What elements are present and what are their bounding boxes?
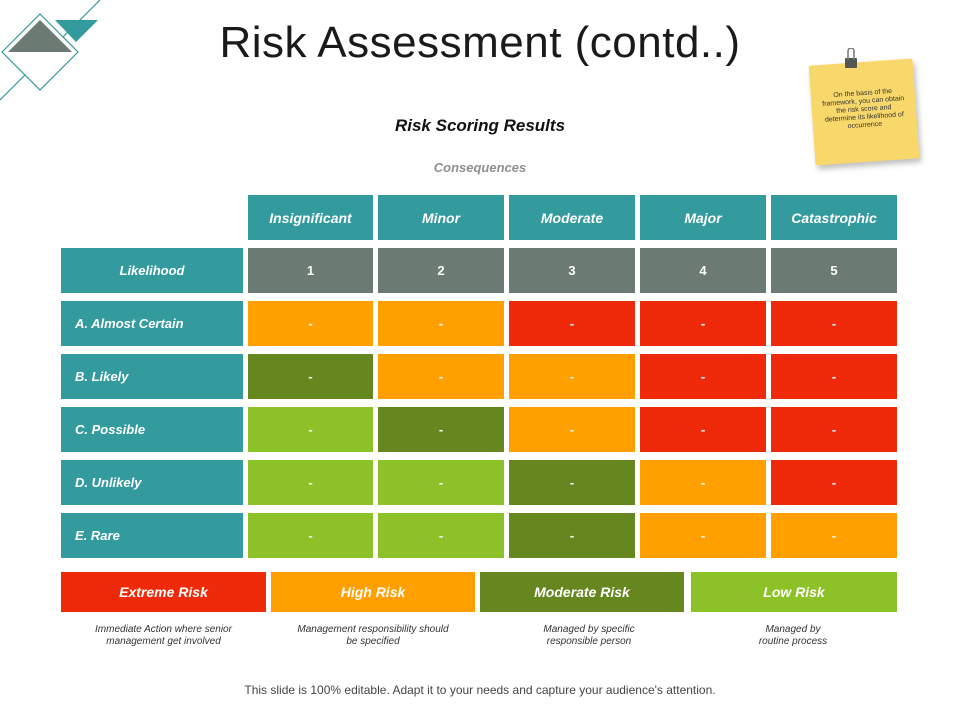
row-label-possible: C. Possible: [61, 407, 243, 452]
matrix-cell: -: [771, 460, 897, 505]
column-header-insignificant: Insignificant: [248, 195, 373, 240]
paper-clip-icon: [845, 48, 857, 68]
description-line: Managed by specific: [543, 624, 635, 635]
matrix-cell: -: [640, 513, 766, 558]
matrix-cell: -: [771, 354, 897, 399]
column-header-major: Major: [640, 195, 766, 240]
decorative-corner-graphic: [0, 0, 101, 101]
row-label-unlikely: D. Unlikely: [61, 460, 243, 505]
legend-low-risk: Low Risk: [691, 572, 897, 612]
legend-extreme-risk: Extreme Risk: [61, 572, 266, 612]
legend-low-description: Managed by routine process: [691, 624, 895, 648]
consequences-label: Consequences: [433, 160, 527, 175]
matrix-cell: -: [640, 407, 766, 452]
matrix-cell: -: [248, 407, 373, 452]
score-cell: 4: [640, 248, 766, 293]
legend-high-description: Management responsibility should be spec…: [271, 624, 475, 648]
matrix-cell: -: [509, 513, 635, 558]
matrix-cell: -: [509, 460, 635, 505]
footer-note: This slide is 100% editable. Adapt it to…: [244, 683, 716, 697]
likelihood-label: Likelihood: [61, 248, 243, 293]
matrix-cell: -: [509, 301, 635, 346]
matrix-cell: -: [640, 301, 766, 346]
score-cell: 2: [378, 248, 504, 293]
score-cell: 3: [509, 248, 635, 293]
matrix-cell: -: [378, 513, 504, 558]
description-line: Managed by: [765, 624, 821, 635]
matrix-cell: -: [509, 354, 635, 399]
row-label-likely: B. Likely: [61, 354, 243, 399]
score-cell: 5: [771, 248, 897, 293]
description-line: Immediate Action where senior: [95, 624, 232, 635]
page-title: Risk Assessment (contd..): [219, 18, 741, 67]
legend-extreme-description: Immediate Action where senior management…: [61, 624, 266, 648]
legend-high-risk: High Risk: [271, 572, 475, 612]
matrix-cell: -: [378, 301, 504, 346]
matrix-cell: -: [509, 407, 635, 452]
matrix-cell: -: [248, 513, 373, 558]
description-line: responsible person: [546, 636, 632, 647]
description-line: Management responsibility should: [297, 624, 449, 635]
matrix-cell: -: [640, 460, 766, 505]
matrix-cell: -: [378, 407, 504, 452]
row-label-rare: E. Rare: [61, 513, 243, 558]
matrix-cell: -: [378, 460, 504, 505]
matrix-cell: -: [248, 354, 373, 399]
matrix-cell: -: [248, 301, 373, 346]
description-line: management get involved: [106, 636, 221, 647]
legend-moderate-description: Managed by specific responsible person: [487, 624, 691, 648]
sticky-note: On the basis of the framework, you can o…: [808, 58, 920, 166]
matrix-cell: -: [378, 354, 504, 399]
row-label-almost-certain: A. Almost Certain: [61, 301, 243, 346]
column-header-minor: Minor: [378, 195, 504, 240]
column-header-catastrophic: Catastrophic: [771, 195, 897, 240]
section-subtitle: Risk Scoring Results: [394, 116, 566, 135]
score-cell: 1: [248, 248, 373, 293]
matrix-cell: -: [640, 354, 766, 399]
matrix-cell: -: [771, 301, 897, 346]
matrix-cell: -: [771, 407, 897, 452]
description-line: be specified: [346, 636, 400, 647]
legend-moderate-risk: Moderate Risk: [480, 572, 684, 612]
description-line: routine process: [758, 636, 828, 647]
matrix-cell: -: [771, 513, 897, 558]
column-header-moderate: Moderate: [509, 195, 635, 240]
matrix-cell: -: [248, 460, 373, 505]
